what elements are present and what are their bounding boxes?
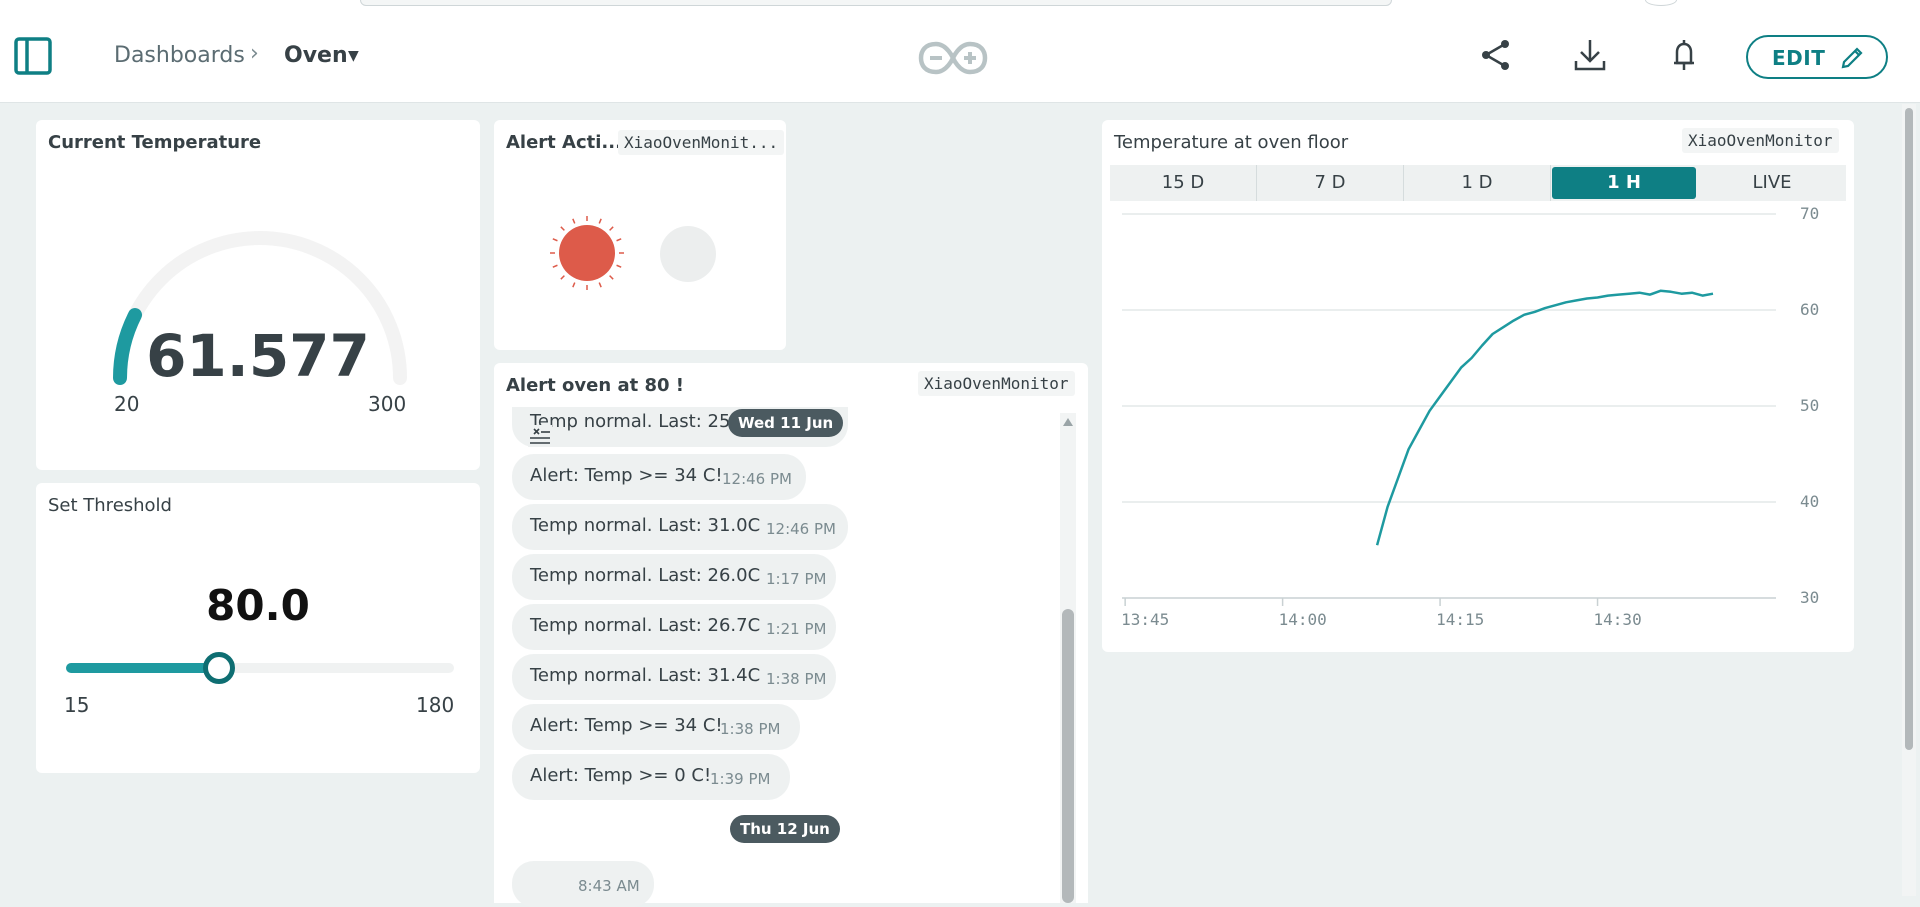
message-time: 1:17 PM xyxy=(766,570,827,588)
notification-bell-icon[interactable] xyxy=(1666,37,1702,73)
message-text: Temp normal. Last: 25. xyxy=(530,411,737,432)
slider-min: 15 xyxy=(64,693,90,717)
message-bubble: Temp normal. Last: 31.4C 1:38 PM xyxy=(512,654,836,700)
sidebar-toggle-icon[interactable] xyxy=(14,37,52,75)
device-tag: XiaoOvenMonitor xyxy=(918,371,1075,396)
tab-1-hour[interactable]: 1 H xyxy=(1552,167,1696,199)
tab-7-days[interactable]: 7 D xyxy=(1257,165,1404,201)
date-separator: Thu 12 Jun xyxy=(730,815,840,843)
y-tick-label: 60 xyxy=(1800,300,1820,319)
message-time: 12:46 PM xyxy=(766,520,836,538)
message-bubble: Alert: Temp >= 0 C! 1:39 PM xyxy=(512,754,790,800)
message-text: Alert: Temp >= 0 C! xyxy=(530,765,712,786)
y-tick-label: 50 xyxy=(1800,396,1820,415)
message-time: 1:39 PM xyxy=(710,770,771,788)
message-text: Alert: Temp >= 34 C! xyxy=(530,465,723,486)
message-text: Alert: Temp >= 34 C! xyxy=(530,715,723,736)
card-title: Current Temperature xyxy=(48,132,262,153)
message-time: 1:21 PM xyxy=(766,620,827,638)
slider-fill xyxy=(66,663,219,673)
time-range-tabs: 15 D 7 D 1 D 1 H LIVE xyxy=(1110,165,1846,201)
message-bubble: Alert: Temp >= 34 C! 1:38 PM xyxy=(512,704,800,750)
arduino-logo-icon[interactable] xyxy=(918,40,988,76)
gauge xyxy=(113,231,407,385)
message-bubble: Alert: Temp >= 34 C! 12:46 PM xyxy=(512,454,806,500)
top-bar: Dashboards › Oven ▼ EDIT xyxy=(0,10,1920,103)
date-separator: Wed 11 Jun xyxy=(728,409,844,437)
tab-1-day[interactable]: 1 D xyxy=(1404,165,1551,201)
edit-button[interactable]: EDIT xyxy=(1746,35,1888,79)
threshold-value: 80.0 xyxy=(206,581,310,630)
gauge-min: 20 xyxy=(114,392,140,416)
message-text: Temp normal. Last: 31.4C xyxy=(530,665,761,686)
x-tick-label: 14:15 xyxy=(1436,610,1485,629)
message-time: 8:43 AM xyxy=(578,877,640,895)
message-time: 12:46 PM xyxy=(722,470,792,488)
card-title: Set Threshold xyxy=(48,495,172,516)
messages-scrollbar[interactable] xyxy=(1060,413,1076,903)
current-temperature-card: Current Temperature 61.577 20 300 xyxy=(36,120,480,470)
card-title: Alert Acti... xyxy=(506,132,622,153)
message-text: Temp normal. Last: 26.7C xyxy=(530,615,761,636)
slider-max: 180 xyxy=(416,693,455,717)
threshold-slider[interactable] xyxy=(66,652,454,684)
led-on-icon xyxy=(550,216,624,290)
messenger-card: Alert oven at 80 ! XiaoOvenMonitor Temp … xyxy=(494,363,1088,907)
series-line xyxy=(1375,289,1714,546)
share-icon[interactable] xyxy=(1478,37,1514,73)
set-threshold-card: Set Threshold 80.0 15 180 xyxy=(36,483,480,773)
filter-messages-icon[interactable] xyxy=(528,425,552,447)
x-tick-label: 14:00 xyxy=(1278,610,1327,629)
gauge-fill xyxy=(113,308,142,385)
message-time: 1:38 PM xyxy=(766,670,827,688)
breadcrumb-current[interactable]: Oven xyxy=(284,43,348,68)
message-bubble: Temp normal. Last: 31.0C 12:46 PM xyxy=(512,504,848,550)
breadcrumb-dashboards[interactable]: Dashboards xyxy=(114,43,245,68)
scrollbar-thumb[interactable] xyxy=(1062,609,1074,903)
message-bubble: Temp normal. Last: 26.0C 1:17 PM xyxy=(512,554,836,600)
y-tick-label: 40 xyxy=(1800,492,1820,511)
tab-15-days[interactable]: 15 D xyxy=(1110,165,1257,201)
card-title: Temperature at oven floor xyxy=(1114,132,1349,153)
message-text: Temp normal. Last: 31.0C xyxy=(530,515,761,536)
breadcrumb-separator: › xyxy=(250,41,259,66)
message-bubble: Temp normal. Last: 26.7C 1:21 PM xyxy=(512,604,836,650)
page-scrollbar-thumb[interactable] xyxy=(1905,108,1913,750)
browser-top-strip xyxy=(0,0,1920,10)
y-tick-label: 70 xyxy=(1800,204,1820,223)
alert-active-card: Alert Acti... XiaoOvenMonit... xyxy=(494,120,786,350)
download-icon[interactable] xyxy=(1572,37,1608,73)
edit-button-label: EDIT xyxy=(1772,46,1826,70)
message-text: Temp normal. Last: 26.0C xyxy=(530,565,761,586)
x-tick-label: 14:30 xyxy=(1593,610,1642,629)
message-time: 1:38 PM xyxy=(720,720,781,738)
pencil-icon xyxy=(1841,47,1863,69)
gauge-max: 300 xyxy=(368,392,407,416)
y-tick-label: 30 xyxy=(1800,588,1820,607)
device-tag: XiaoOvenMonit... xyxy=(618,130,785,155)
scroll-up-icon[interactable] xyxy=(1062,417,1074,427)
tab-live[interactable]: LIVE xyxy=(1752,172,1792,193)
temperature-chart-card: Temperature at oven floor XiaoOvenMonito… xyxy=(1102,120,1854,652)
device-tag: XiaoOvenMonitor xyxy=(1682,128,1839,153)
gauge-value: 61.577 xyxy=(146,322,370,390)
card-title: Alert oven at 80 ! xyxy=(506,375,684,396)
led-off-icon xyxy=(660,226,716,282)
x-tick-label: 13:45 xyxy=(1121,610,1170,629)
slider-thumb[interactable] xyxy=(202,652,235,684)
page-scrollbar[interactable] xyxy=(1902,104,1916,896)
chevron-down-icon[interactable]: ▼ xyxy=(348,48,359,64)
